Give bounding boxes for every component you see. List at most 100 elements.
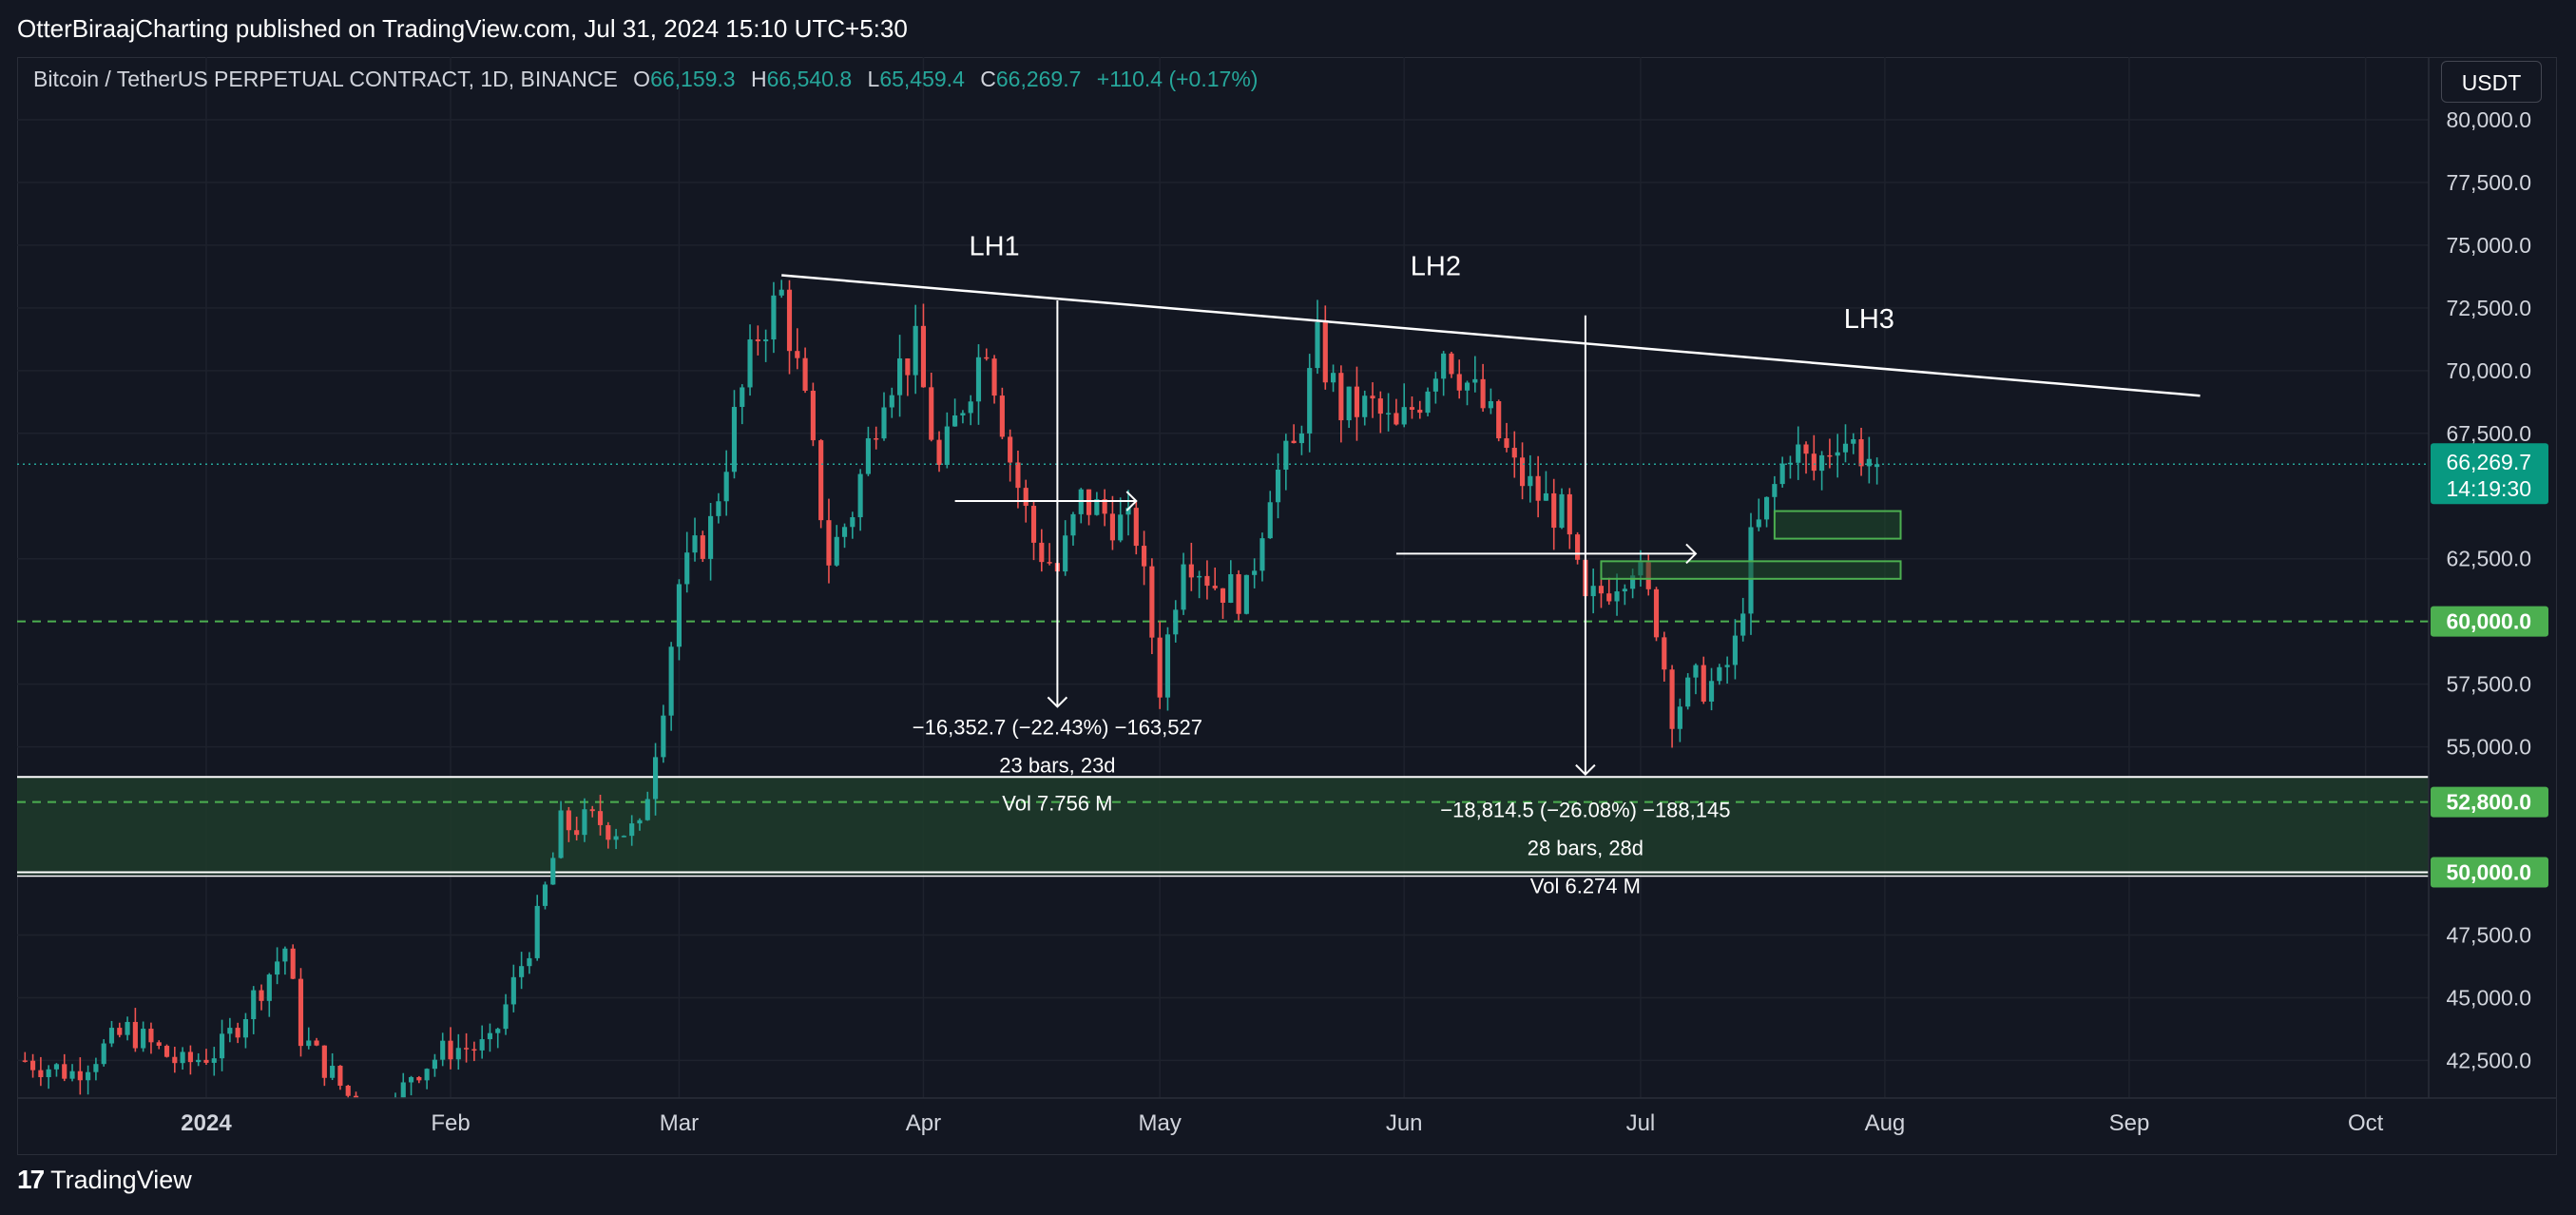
candle-body bbox=[1188, 564, 1194, 578]
candle-body bbox=[1181, 564, 1186, 610]
candle-down bbox=[1858, 427, 1864, 476]
y-tick-label: 70,000.0 bbox=[2446, 358, 2531, 383]
bar-countdown-label: 14:19:30 bbox=[2446, 476, 2531, 501]
candle-body bbox=[1717, 666, 1722, 682]
y-tick-label: 75,000.0 bbox=[2446, 233, 2531, 258]
candle-down bbox=[377, 1115, 382, 1152]
y-tick-label: 42,500.0 bbox=[2446, 1048, 2531, 1072]
candle-body bbox=[1173, 609, 1179, 635]
candle-down bbox=[1236, 569, 1241, 621]
candle-body bbox=[566, 810, 571, 831]
fvg-box bbox=[1773, 510, 1902, 540]
candle-body bbox=[716, 501, 721, 516]
candle-body bbox=[1346, 386, 1352, 421]
candle-up bbox=[975, 344, 982, 425]
candle-down bbox=[1701, 656, 1706, 704]
candle-body bbox=[1819, 454, 1825, 472]
candle-body bbox=[1519, 457, 1526, 487]
candle-body bbox=[432, 1059, 437, 1070]
candle-body bbox=[763, 339, 769, 341]
candle-body bbox=[251, 990, 257, 1020]
candle-body bbox=[187, 1051, 193, 1063]
candle-body bbox=[471, 1049, 477, 1051]
x-tick-label: May bbox=[1139, 1110, 1182, 1136]
candle-body bbox=[1267, 502, 1273, 539]
candle-down bbox=[62, 1053, 67, 1082]
candle-body bbox=[795, 351, 800, 358]
candle-body bbox=[1858, 439, 1864, 467]
candle-up bbox=[1362, 390, 1368, 426]
candle-up bbox=[400, 1072, 406, 1098]
candle-body bbox=[810, 390, 816, 441]
candle-up bbox=[1197, 570, 1202, 599]
candle-body bbox=[345, 1085, 351, 1096]
candle-up bbox=[1677, 698, 1682, 742]
candle-up bbox=[1259, 532, 1265, 582]
candle-body bbox=[101, 1043, 106, 1065]
candle-body bbox=[637, 820, 643, 824]
y-tick-label: 45,000.0 bbox=[2446, 985, 2531, 1010]
candle-body bbox=[1409, 407, 1415, 410]
candle-body bbox=[163, 1046, 170, 1057]
candle-up bbox=[180, 1047, 185, 1070]
candle-down bbox=[1811, 434, 1817, 481]
candle-down bbox=[874, 426, 879, 450]
candle-body bbox=[661, 715, 666, 758]
candle-body bbox=[747, 339, 753, 388]
candle-body bbox=[1528, 475, 1533, 487]
candle-body bbox=[582, 809, 587, 836]
candle-down bbox=[1188, 542, 1194, 591]
candle-down bbox=[1102, 489, 1107, 527]
candle-body bbox=[424, 1069, 430, 1081]
candle-body bbox=[479, 1039, 485, 1051]
candle-body bbox=[1030, 506, 1037, 543]
candle-body bbox=[219, 1033, 225, 1059]
candle-body bbox=[621, 836, 626, 838]
candle-up bbox=[219, 1019, 225, 1071]
candle-body bbox=[86, 1071, 91, 1081]
candle-body bbox=[834, 536, 839, 566]
level-badge bbox=[2431, 857, 2548, 888]
low-value: 65,459.4 bbox=[879, 67, 965, 91]
candle-body bbox=[1417, 409, 1423, 414]
candle-up bbox=[282, 946, 288, 975]
candle-up bbox=[747, 324, 753, 396]
candle-body bbox=[416, 1076, 422, 1081]
fvg-box bbox=[1600, 560, 1902, 580]
candle-up bbox=[211, 1047, 217, 1076]
candle-body bbox=[613, 836, 619, 840]
candle-down bbox=[1598, 574, 1605, 608]
candle-up bbox=[510, 964, 516, 1012]
candle-up bbox=[779, 280, 784, 299]
candle-up bbox=[1543, 471, 1548, 501]
candle-body bbox=[1212, 586, 1218, 588]
candle-up bbox=[1622, 584, 1627, 606]
candle-body bbox=[1220, 588, 1226, 604]
candle-up bbox=[621, 835, 626, 838]
candle-body bbox=[1677, 706, 1682, 729]
candle-body bbox=[874, 438, 879, 440]
measure-label: Vol 7.756 M bbox=[1002, 791, 1112, 815]
candle-down bbox=[1142, 530, 1147, 586]
candle-body bbox=[684, 552, 690, 585]
symbol-title: Bitcoin / TetherUS PERPETUAL CONTRACT, 1… bbox=[33, 67, 618, 91]
candle-body bbox=[1283, 440, 1289, 471]
candle-up bbox=[385, 1123, 390, 1152]
candle-down bbox=[298, 968, 304, 1057]
candle-body bbox=[1259, 538, 1265, 571]
tradingview-logo[interactable]: 17 TradingView bbox=[17, 1165, 192, 1195]
candle-body bbox=[1377, 398, 1383, 415]
currency-button[interactable]: USDT bbox=[2441, 61, 2542, 103]
candle-body bbox=[1362, 395, 1368, 417]
candle-body bbox=[1724, 665, 1730, 667]
candle-body bbox=[266, 974, 272, 1001]
high-value: 66,540.8 bbox=[766, 67, 853, 91]
candle-down bbox=[589, 805, 595, 818]
candle-body bbox=[1338, 373, 1344, 421]
candle-down bbox=[1039, 529, 1045, 572]
candle-body bbox=[936, 439, 942, 465]
low-label: L bbox=[867, 67, 880, 91]
x-tick-label: Mar bbox=[660, 1110, 699, 1136]
candle-body bbox=[156, 1042, 162, 1047]
